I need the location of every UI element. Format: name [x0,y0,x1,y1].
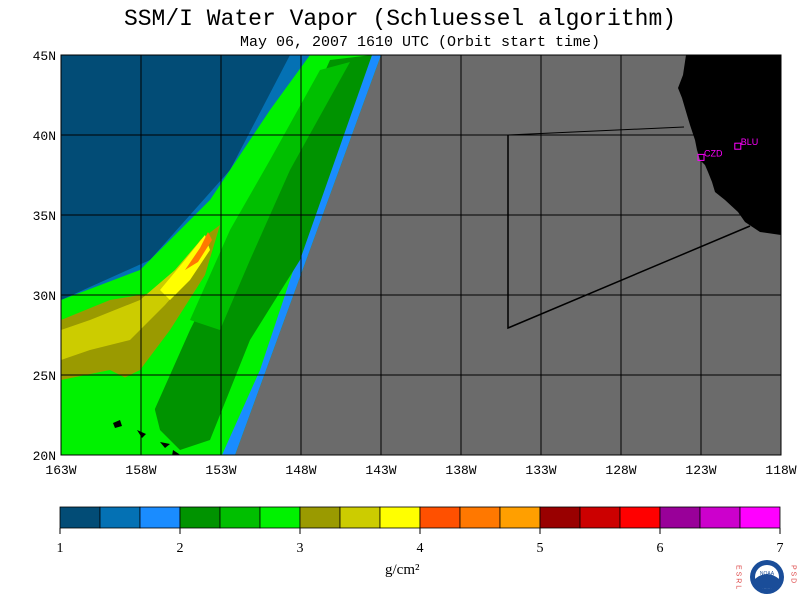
graticule [61,55,781,455]
colorbar-swatch [219,506,261,529]
lon-label: 148W [285,463,316,478]
lon-label: 123W [685,463,716,478]
lon-label: 133W [525,463,556,478]
colorbar-swatch [619,506,661,529]
lon-label: 153W [205,463,236,478]
station-label: CZD [704,148,723,158]
colorbar-tick-label: 1 [57,541,64,556]
colorbar-swatch [379,506,421,529]
lat-label: 40N [33,129,56,144]
station-marker [697,153,705,161]
lon-label: 118W [765,463,796,478]
colorbar-swatch [459,506,501,529]
lon-label: 163W [45,463,76,478]
colorbar-tick-label: 2 [177,541,184,556]
colorbar-swatch [739,506,781,529]
swath-dark-green [150,55,372,450]
swath-yellow-green [61,235,205,360]
swath-green-lower [61,370,160,455]
colorbar-tick-label: 3 [297,541,304,556]
lon-label: 128W [605,463,636,478]
colorbar-swatch [179,506,221,529]
lat-label: 45N [33,49,56,64]
land-mass [678,55,781,235]
lat-label: 30N [33,289,56,304]
colorbar-swatch [579,506,621,529]
colorbar [59,506,781,529]
colorbar-unit: g/cm² [385,562,420,578]
lon-label: 158W [125,463,156,478]
colorbar-swatch [699,506,741,529]
lon-label: 138W [445,463,476,478]
map-area [61,55,781,455]
lon-label: 143W [365,463,396,478]
colorbar-swatch [339,506,381,529]
colorbar-swatch [59,506,101,529]
colorbar-swatch [659,506,701,529]
colorbar-swatch [99,506,141,529]
station-label: BLU [741,137,759,147]
svg-text:E S R L: E S R L [736,565,742,589]
station-marker [734,142,742,150]
colorbar-tick-label: 7 [777,541,784,556]
colorbar-swatch [139,506,181,529]
lat-label: 35N [33,209,56,224]
colorbar-swatch [499,506,541,529]
colorbar-tick-label: 5 [537,541,544,556]
svg-text:NOAA: NOAA [760,571,775,577]
swath-mid-green [190,62,350,330]
colorbar-swatch [299,506,341,529]
colorbar-tick-label: 4 [417,541,424,556]
lat-label: 20N [33,449,56,464]
svg-text:P S D: P S D [790,565,797,583]
swath-orange [185,232,212,270]
flight-track [507,135,751,330]
colorbar-tick-label: 6 [657,541,664,556]
swath-yellow [160,235,210,300]
map-subtitle: May 06, 2007 1610 UTC (Orbit start time) [239,34,601,51]
map-frame [60,54,782,456]
esrl-psd-logo: E S R L NOAA P S D [736,560,797,594]
colorbar-swatch [419,506,461,529]
colorbar-swatch [539,506,581,529]
map-title: SSM/I Water Vapor (Schluessel algorithm) [123,6,677,32]
lat-label: 25N [33,369,56,384]
colorbar-swatch [259,506,301,529]
